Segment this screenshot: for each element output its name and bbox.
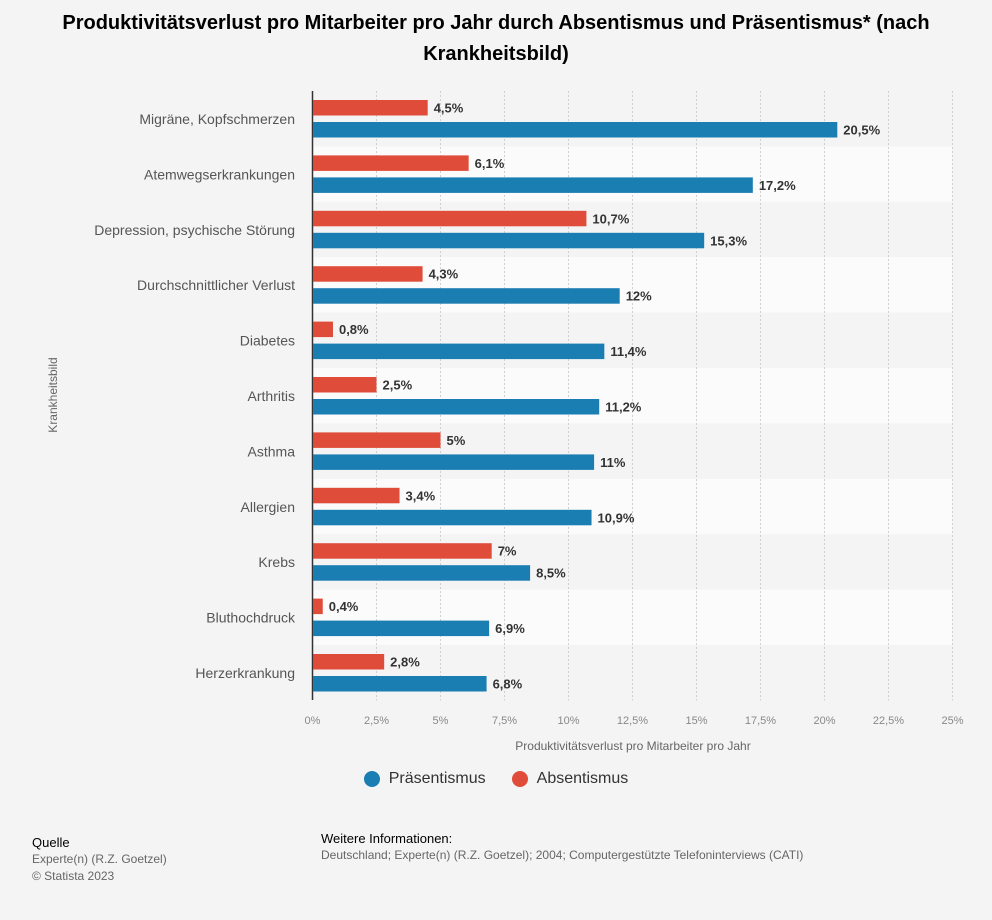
data-label-absentismus-bluthochdruck: 0,4% [329, 599, 359, 614]
data-label-absentismus-asthma: 5% [447, 433, 466, 448]
copyright-line: © Statista 2023 [32, 869, 115, 883]
data-label-prasentismus-asthma: 11% [600, 455, 626, 470]
bar-prasentismus-atemwegserkrankungen [313, 177, 753, 193]
info-heading: Weitere Informationen: [321, 831, 453, 846]
legend-item-absentismus[interactable]: Absentismus [511, 770, 629, 788]
x-tick-label: 2,5% [364, 715, 389, 727]
bar-prasentismus-krebs [313, 565, 531, 581]
data-label-prasentismus-arthritis: 11,2% [605, 400, 642, 415]
bar-absentismus-herzerkrankung [313, 654, 385, 670]
data-label-prasentismus-allergien: 10,9% [598, 510, 635, 525]
category-label-allergien: Allergien [241, 499, 295, 515]
bar-absentismus-allergien [313, 487, 400, 504]
x-tick-label: 10% [557, 715, 579, 727]
bar-absentismus-migrane-kopfschmerzen [313, 100, 428, 116]
legend-label-absentismus: Absentismus [536, 770, 629, 787]
bar-absentismus-asthma [313, 432, 441, 448]
data-label-prasentismus-durchschnittlicher-verlust: 12% [626, 289, 652, 304]
source-line: Experte(n) (R.Z. Goetzel) [32, 852, 167, 866]
info-block: Weitere Informationen: Deutschland; Expe… [321, 830, 803, 864]
category-label-durchschnittlicher-verlust: Durchschnittlicher Verlust [137, 277, 295, 293]
data-label-absentismus-krebs: 7% [498, 544, 517, 559]
data-label-prasentismus-krebs: 8,5% [536, 566, 566, 581]
data-label-absentismus-diabetes: 0,8% [339, 322, 369, 337]
category-label-asthma: Asthma [248, 443, 296, 459]
bar-absentismus-durchschnittlicher-verlust [313, 266, 423, 282]
data-label-absentismus-atemwegserkrankungen: 6,1% [475, 156, 505, 171]
legend-dot-praesentismus [363, 771, 380, 787]
bar-absentismus-atemwegserkrankungen [313, 155, 469, 171]
bar-absentismus-diabetes [313, 321, 333, 338]
bar-prasentismus-herzerkrankung [313, 676, 487, 692]
bar-prasentismus-arthritis [313, 399, 600, 415]
category-label-migrane-kopfschmerzen: Migräne, Kopfschmerzen [139, 111, 295, 127]
data-label-prasentismus-depression-psychische-storung: 15,3% [710, 233, 747, 248]
data-label-prasentismus-atemwegserkrankungen: 17,2% [759, 178, 796, 193]
bar-prasentismus-depression-psychische-storung [313, 232, 705, 249]
category-label-krebs: Krebs [258, 554, 295, 570]
legend: Präsentismus Absentismus [0, 770, 992, 788]
bar-absentismus-arthritis [313, 377, 377, 393]
legend-label-praesentismus: Präsentismus [388, 770, 486, 787]
bar-prasentismus-migrane-kopfschmerzen [313, 122, 838, 138]
data-label-prasentismus-bluthochdruck: 6,9% [495, 621, 525, 636]
source-block: Quelle Experte(n) (R.Z. Goetzel) © Stati… [32, 834, 167, 885]
category-label-depression-psychische-storung: Depression, psychische Störung [94, 222, 295, 238]
data-label-prasentismus-diabetes: 11,4% [610, 344, 647, 359]
row-band [312, 146, 953, 202]
bar-prasentismus-bluthochdruck [313, 620, 490, 637]
x-tick-label: 15% [685, 715, 707, 727]
data-label-absentismus-durchschnittlicher-verlust: 4,3% [429, 267, 459, 282]
bar-absentismus-krebs [313, 543, 492, 559]
x-tick-labels: 0% 2,5% 5% 7,5% 10% 12,5% 15% 17,5% 20% 22,5% 25% [305, 715, 964, 727]
legend-item-praesentismus[interactable]: Präsentismus [363, 770, 486, 788]
y-axis-label: Krankheitsbild [46, 357, 60, 432]
bar-prasentismus-diabetes [313, 343, 605, 360]
bar-chart: 4,5% 20,5% 6,1% 17,2% 10,7% 15,3% 4,3% 12% 0,8% 1… [46, 91, 964, 753]
x-tick-label: 7,5% [492, 715, 517, 727]
data-label-absentismus-arthritis: 2,5% [383, 378, 413, 393]
source-heading: Quelle [32, 835, 70, 850]
bar-absentismus-depression-psychische-storung [313, 210, 587, 227]
x-tick-label: 5% [433, 715, 449, 727]
x-tick-label: 0% [305, 715, 321, 727]
category-label-atemwegserkrankungen: Atemwegserkrankungen [144, 166, 295, 182]
data-label-prasentismus-herzerkrankung: 6,8% [493, 677, 523, 692]
data-label-absentismus-depression-psychische-storung: 10,7% [592, 211, 629, 226]
bar-prasentismus-asthma [313, 454, 595, 470]
x-tick-label: 12,5% [617, 715, 648, 727]
data-label-prasentismus-migrane-kopfschmerzen: 20,5% [843, 123, 880, 138]
bar-prasentismus-durchschnittlicher-verlust [313, 288, 620, 304]
chart-title: Produktivitätsverlust pro Mitarbeiter pr… [62, 12, 930, 65]
data-label-absentismus-migrane-kopfschmerzen: 4,5% [434, 101, 464, 116]
bars: 4,5% 20,5% 6,1% 17,2% 10,7% 15,3% 4,3% 12% 0,8% 1… [313, 100, 881, 692]
category-labels: Migräne, Kopfschmerzen Atemwegserkrankung… [94, 111, 296, 681]
category-label-arthritis: Arthritis [248, 388, 295, 404]
x-tick-label: 25% [941, 715, 963, 727]
data-label-absentismus-herzerkrankung: 2,8% [390, 655, 420, 670]
x-tick-label: 17,5% [745, 715, 776, 727]
category-label-diabetes: Diabetes [240, 333, 295, 349]
legend-dot-absentismus [511, 771, 528, 787]
x-tick-label: 22,5% [873, 715, 904, 727]
info-text: Deutschland; Experte(n) (R.Z. Goetzel); … [321, 848, 804, 862]
category-label-bluthochdruck: Bluthochdruck [206, 610, 296, 626]
bar-absentismus-bluthochdruck [313, 598, 323, 615]
x-axis-label: Produktivitätsverlust pro Mitarbeiter pr… [515, 739, 750, 753]
bar-prasentismus-allergien [313, 509, 592, 526]
x-tick-label: 20% [813, 715, 835, 727]
category-label-herzerkrankung: Herzerkrankung [195, 665, 295, 681]
data-label-absentismus-allergien: 3,4% [406, 488, 436, 503]
